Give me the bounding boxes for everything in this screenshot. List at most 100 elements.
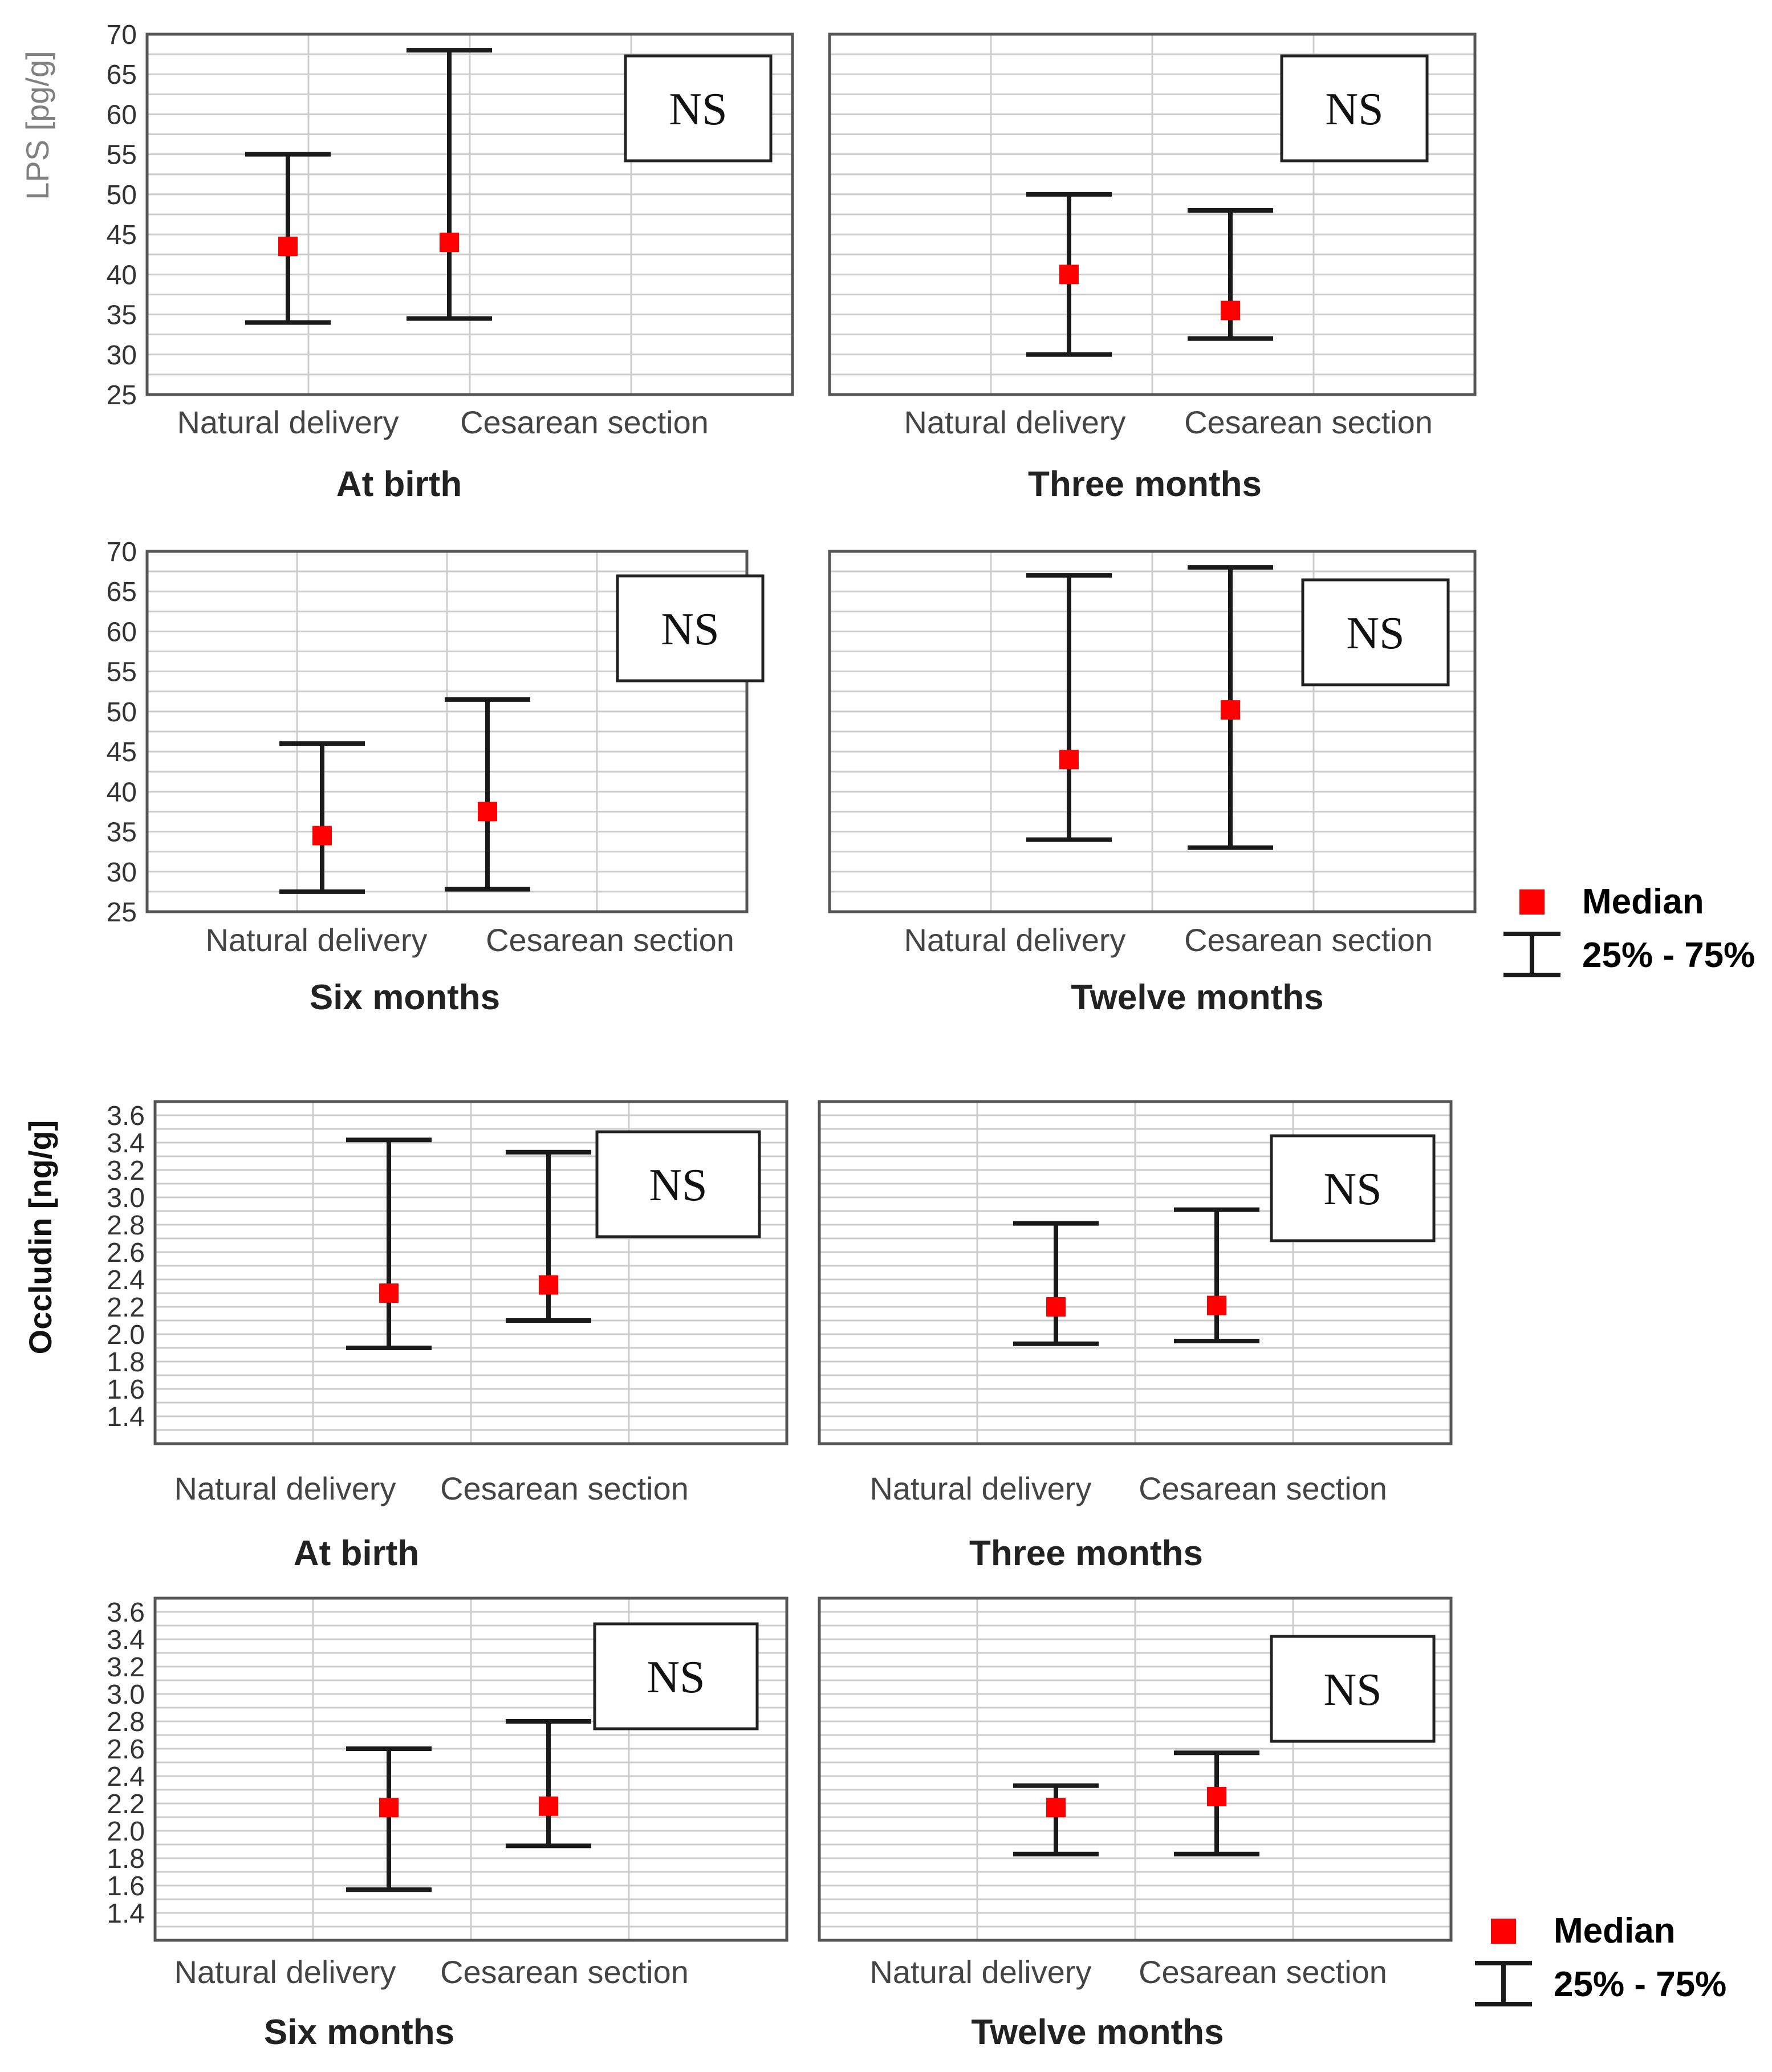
ns-annotation-box bbox=[1270, 1635, 1436, 1743]
y-tick-label: 2.6 bbox=[107, 1734, 145, 1765]
median-marker bbox=[539, 1275, 558, 1295]
x-category-label: Natural delivery bbox=[904, 404, 1125, 440]
ns-annotation-text: NS bbox=[1323, 1665, 1381, 1715]
y-tick-label: 2.6 bbox=[107, 1238, 145, 1268]
x-category-label: Cesarean section bbox=[1184, 922, 1433, 958]
x-category-label: Natural delivery bbox=[205, 922, 427, 958]
y-tick-label: 70 bbox=[107, 537, 137, 567]
ns-annotation-text: NS bbox=[1325, 84, 1383, 135]
plot-frame bbox=[828, 32, 1477, 396]
median-marker bbox=[478, 802, 497, 822]
median-marker bbox=[379, 1798, 399, 1818]
x-category-label: Cesarean section bbox=[440, 1954, 689, 1990]
panel-title: Three months bbox=[969, 1534, 1203, 1573]
median-marker bbox=[312, 826, 332, 846]
panel-1: 25 30 35 40 45 50 55 60 65 70 LPS [pg/g] Natural de… bbox=[19, 20, 794, 504]
y-tick-label: 2.8 bbox=[107, 1210, 145, 1241]
y-tick-label: 1.8 bbox=[107, 1347, 145, 1378]
y-tick-label: 35 bbox=[107, 818, 137, 848]
legend-bottom: Median 25% - 75% bbox=[1475, 1911, 1726, 2006]
panel-title: Twelve months bbox=[1071, 978, 1323, 1017]
legend-median-label: Median bbox=[1554, 1911, 1676, 1951]
plot-frame bbox=[145, 550, 749, 913]
y-tick-label: 3.6 bbox=[107, 1101, 145, 1131]
median-marker bbox=[1207, 1295, 1226, 1315]
y-tick-label: 30 bbox=[107, 340, 137, 371]
plot-frame bbox=[145, 32, 794, 396]
x-category-label: Natural delivery bbox=[869, 1954, 1091, 1990]
y-axis-label: LPS [pg/g] bbox=[19, 51, 55, 200]
median-marker bbox=[1059, 750, 1079, 770]
y-tick-label: 55 bbox=[107, 657, 137, 688]
median-marker bbox=[539, 1796, 558, 1816]
x-category-label: Natural delivery bbox=[174, 1470, 396, 1506]
ns-annotation-box bbox=[1301, 578, 1450, 686]
y-axis-label: Occludin [ng/g] bbox=[22, 1120, 58, 1355]
y-tick-label: 2.8 bbox=[107, 1707, 145, 1737]
x-category-label: Cesarean section bbox=[1139, 1470, 1387, 1506]
x-category-label: Cesarean section bbox=[460, 404, 709, 440]
y-tick-label: 3.6 bbox=[107, 1598, 145, 1628]
y-tick-label: 55 bbox=[107, 140, 137, 170]
y-tick-label: 2.0 bbox=[107, 1817, 145, 1847]
y-tick-label: 2.4 bbox=[107, 1265, 145, 1295]
y-tick-label: 35 bbox=[107, 300, 137, 331]
ns-annotation-text: NS bbox=[647, 1652, 705, 1703]
y-tick-label: 1.4 bbox=[107, 1402, 145, 1432]
panel-5: 1.41.61.82.02.22.42.62.83.03.23.43.6 Occl… bbox=[22, 1100, 789, 1573]
panel-8: Natural delivery Cesarean section NS Twelve… bbox=[818, 1596, 1453, 2052]
y-tick-label: 1.6 bbox=[107, 1375, 145, 1405]
x-category-label: Cesarean section bbox=[1184, 404, 1433, 440]
plot-frame bbox=[153, 1596, 789, 1942]
y-tick-label: 60 bbox=[107, 617, 137, 647]
y-tick-label: 1.4 bbox=[107, 1899, 145, 1929]
y-tick-label: 70 bbox=[107, 20, 137, 50]
y-tick-label: 40 bbox=[107, 260, 137, 290]
median-marker bbox=[278, 237, 298, 257]
y-tick-label: 3.0 bbox=[107, 1183, 145, 1213]
ns-annotation-box bbox=[1270, 1134, 1436, 1242]
x-category-label: Cesarean section bbox=[440, 1470, 689, 1506]
median-marker bbox=[379, 1283, 399, 1303]
x-category-label: Natural delivery bbox=[177, 404, 399, 440]
ns-annotation-box bbox=[616, 574, 765, 682]
median-marker bbox=[1221, 300, 1240, 320]
y-tick-label: 25 bbox=[107, 380, 137, 411]
median-marker bbox=[1221, 700, 1240, 720]
y-tick-label: 1.8 bbox=[107, 1844, 145, 1874]
ns-annotation-box bbox=[624, 54, 773, 162]
y-tick-label: 65 bbox=[107, 577, 137, 607]
plot-frame bbox=[153, 1100, 789, 1445]
y-tick-label: 2.4 bbox=[107, 1762, 145, 1792]
y-tick-label: 2.2 bbox=[107, 1789, 145, 1819]
y-tick-label: 2.0 bbox=[107, 1320, 145, 1350]
legend-range-label: 25% - 75% bbox=[1554, 1965, 1726, 2004]
panel-2: Natural delivery Cesarean section NS Three … bbox=[828, 32, 1477, 504]
plot-frame bbox=[818, 1100, 1453, 1445]
panel-title: At birth bbox=[336, 465, 462, 504]
y-tick-label: 1.6 bbox=[107, 1871, 145, 1902]
median-marker bbox=[440, 233, 459, 253]
legend-range-label: 25% - 75% bbox=[1582, 936, 1755, 975]
y-tick-label: 3.4 bbox=[107, 1625, 145, 1655]
ns-annotation-text: NS bbox=[649, 1160, 707, 1210]
median-marker bbox=[1046, 1297, 1066, 1317]
y-tick-label: 2.2 bbox=[107, 1293, 145, 1323]
median-marker bbox=[1207, 1787, 1226, 1806]
panel-3: 25 30 35 40 45 50 55 60 65 70 Natural delivery Cesa… bbox=[107, 537, 765, 1017]
median-marker bbox=[1046, 1798, 1066, 1818]
panel-title: Six months bbox=[264, 2013, 454, 2052]
plot-frame bbox=[818, 1596, 1453, 1942]
y-tick-label: 3.2 bbox=[107, 1156, 145, 1186]
x-category-label: Natural delivery bbox=[904, 922, 1125, 958]
plot-frame bbox=[828, 550, 1477, 913]
x-category-label: Cesarean section bbox=[486, 922, 734, 958]
x-category-label: Natural delivery bbox=[869, 1470, 1091, 1506]
y-tick-label: 30 bbox=[107, 858, 137, 888]
ns-annotation-text: NS bbox=[1346, 608, 1404, 659]
ns-annotation-box bbox=[593, 1622, 759, 1730]
y-tick-label: 40 bbox=[107, 777, 137, 807]
y-tick-label: 50 bbox=[107, 697, 137, 728]
panel-title: Twelve months bbox=[971, 2013, 1224, 2052]
